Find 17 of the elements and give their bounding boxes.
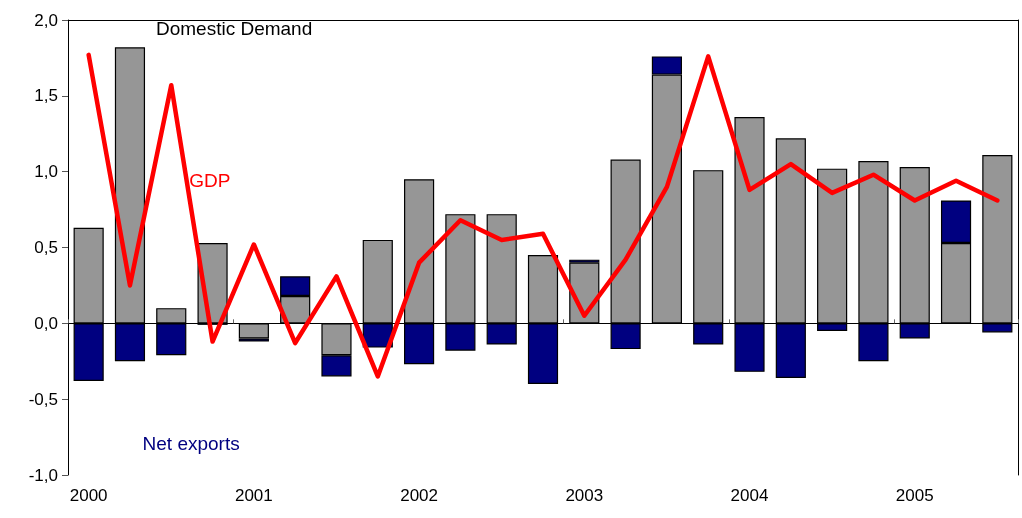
x-tick-label: 2004 (730, 486, 769, 505)
y-tick-label: 2,0 (34, 10, 58, 30)
y-tick-label: 1,0 (34, 162, 58, 182)
x-tick-label: 2005 (895, 486, 934, 505)
y-tick-label: 0,5 (34, 238, 58, 257)
x-tick-label: 2002 (400, 486, 438, 505)
y-tick-label: -0,5 (28, 389, 58, 409)
series-label: Domestic Demand (155, 18, 313, 40)
y-tick-label: 1,5 (34, 86, 58, 106)
x-tick-label: 2001 (234, 486, 273, 505)
series-label: GDP (189, 170, 231, 192)
text: Net exports (142, 433, 240, 454)
y-tick-label: -1,0 (28, 465, 58, 485)
x-tick-label: 2003 (565, 486, 604, 505)
y-tick-label: 0,0 (34, 313, 58, 333)
line-series (86, 52, 1000, 379)
x-tick-label: 2000 (69, 486, 108, 505)
